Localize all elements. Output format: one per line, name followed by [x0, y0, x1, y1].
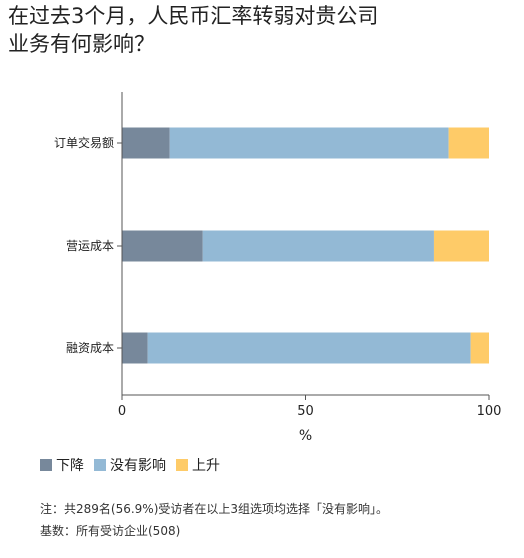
- bar-0-series-2: [448, 127, 489, 159]
- legend-item-no-impact: 没有影响: [94, 455, 166, 475]
- bar-0-series-1: [169, 127, 449, 159]
- bar-2-series-0: [122, 332, 148, 364]
- legend-swatch-no-impact: [94, 459, 106, 471]
- bar-2-series-2: [470, 332, 489, 364]
- x-axis-label: %: [299, 428, 312, 444]
- x-tick-label-2: 100: [477, 404, 502, 419]
- legend-item-increase: 上升: [176, 455, 220, 475]
- legend-item-decrease: 下降: [40, 455, 84, 475]
- bar-1-series-1: [202, 230, 434, 262]
- footnote-line-2: 基数：所有受访企业(508): [40, 524, 181, 538]
- legend: 下降 没有影响 上升: [40, 455, 230, 475]
- legend-swatch-decrease: [40, 459, 52, 471]
- legend-label-no-impact: 没有影响: [110, 458, 166, 474]
- bar-1-series-2: [433, 230, 489, 262]
- legend-label-decrease: 下降: [56, 458, 84, 474]
- bar-2-series-1: [147, 332, 471, 364]
- y-tick-label-2: 融资成本: [66, 341, 114, 355]
- legend-label-increase: 上升: [192, 458, 220, 474]
- x-tick-label-1: 50: [297, 404, 314, 419]
- chart-title-line-1: 在过去3个月，人民币汇率转弱对贵公司: [8, 4, 379, 28]
- y-tick-label-0: 订单交易额: [54, 135, 114, 150]
- footnote-line-1: 注：共289名(56.9%)受访者在以上3组选项均选择「没有影响」。: [40, 502, 389, 516]
- chart-title-line-2: 业务有何影响？: [8, 32, 155, 56]
- chart-title: 在过去3个月，人民币汇率转弱对贵公司 业务有何影响？: [8, 2, 508, 58]
- footnote: 注：共289名(56.9%)受访者在以上3组选项均选择「没有影响」。 基数：所有…: [40, 498, 388, 542]
- legend-swatch-increase: [176, 459, 188, 471]
- bar-0-series-0: [122, 127, 170, 159]
- bar-1-series-0: [122, 230, 203, 262]
- y-tick-label-1: 营运成本: [66, 239, 114, 253]
- x-tick-label-0: 0: [118, 404, 126, 419]
